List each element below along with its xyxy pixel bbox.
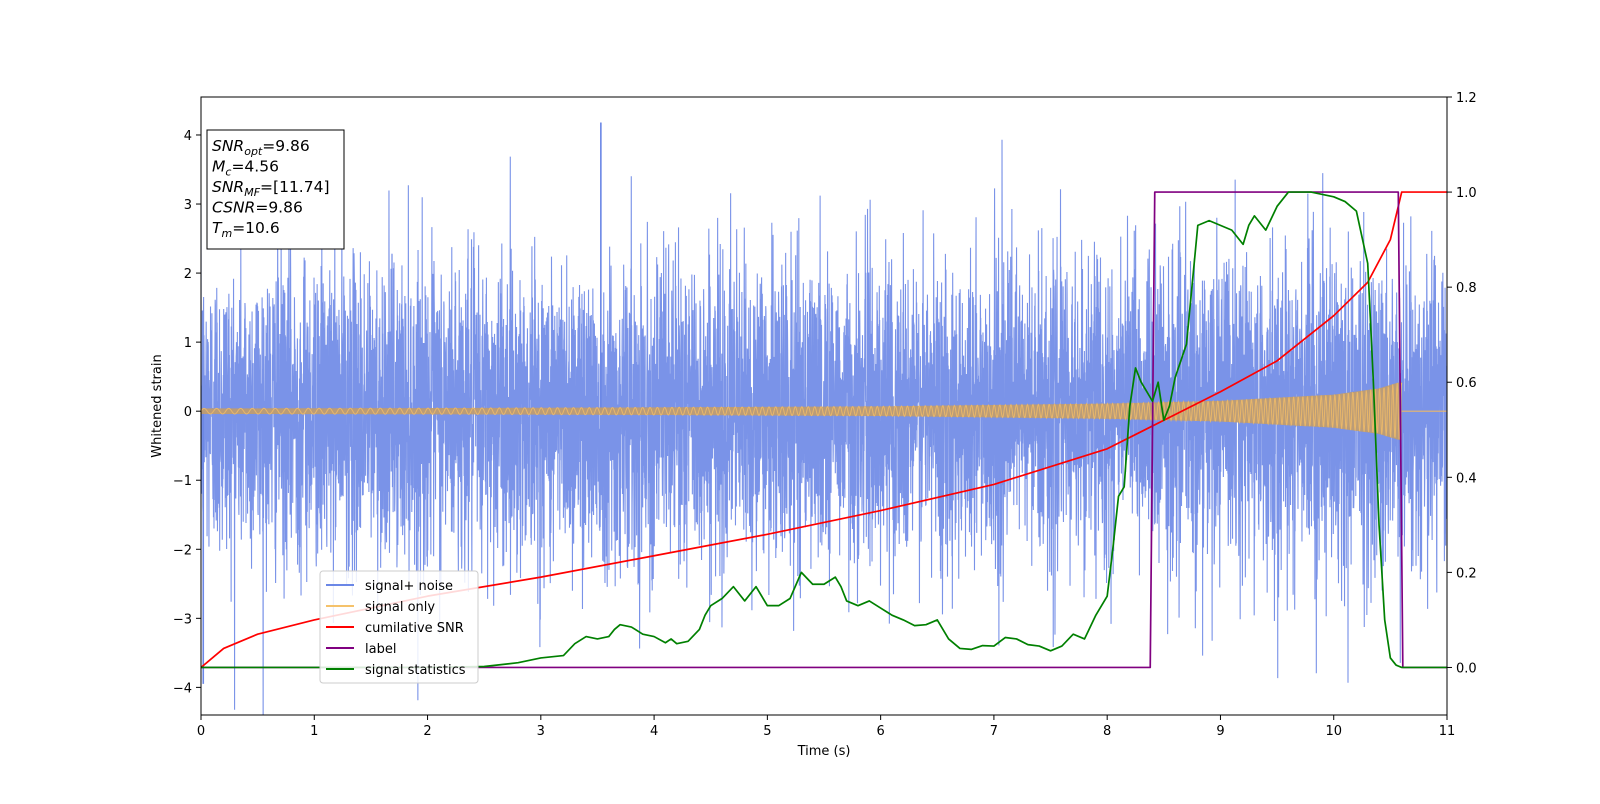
x-tick-label: 0 [197, 724, 205, 739]
x-tick-label: 6 [876, 724, 884, 739]
right-y-tick-label: 0.4 [1456, 471, 1477, 486]
right-y-tick-label: 0.8 [1456, 281, 1477, 296]
stats-box-frame [206, 129, 345, 250]
left-y-tick-label: −1 [173, 474, 192, 489]
x-axis: 0 1 2 3 4 5 6 7 8 9 10 11 [197, 715, 1455, 739]
left-y-tick-label: 2 [184, 267, 192, 282]
right-y-tick-label: 0.6 [1456, 376, 1477, 391]
x-tick-label: 9 [1216, 724, 1224, 739]
legend-frame [319, 570, 479, 684]
y-axis-title: Whitened strain [150, 354, 165, 457]
stats-annotation-box: SNRopt=9.86Mc=4.56SNRMF=[11.74]CSNR=9.86… [206, 129, 345, 250]
stats-line: CSNR=9.86 [212, 199, 303, 217]
signal-only-envelope [201, 382, 1402, 441]
right-y-tick-label: 1.0 [1456, 186, 1477, 201]
signal-statistics-line [201, 191, 1447, 669]
legend: signal+ noise signal only cumilative SNR la… [319, 570, 479, 684]
plot-frame [200, 96, 1448, 716]
x-tick-label: 4 [650, 724, 658, 739]
x-tick-label: 3 [537, 724, 545, 739]
x-tick-label: 8 [1103, 724, 1111, 739]
x-tick-label: 7 [990, 724, 998, 739]
stats-line: SNRMF=[11.74] [212, 178, 330, 199]
x-axis-title: Time (s) [797, 744, 851, 759]
x-tick-label: 11 [1439, 724, 1456, 739]
legend-label: signal+ noise [365, 579, 453, 594]
legend-label: signal statistics [365, 663, 466, 678]
signal-noise-line [201, 139, 1447, 715]
x-tick-label: 2 [423, 724, 431, 739]
right-y-axis: 0.0 0.2 0.4 0.6 0.8 1.0 1.2 [1447, 91, 1477, 676]
legend-label: signal only [365, 600, 435, 615]
left-y-tick-label: 0 [184, 405, 192, 420]
stats-line: Tm=10.6 [212, 219, 280, 240]
left-y-axis: −4 −3 −2 −1 0 1 2 3 4 [173, 129, 201, 696]
stats-line: Mc=4.56 [212, 158, 279, 179]
left-y-tick-label: −4 [173, 681, 192, 696]
left-y-tick-label: −2 [173, 543, 192, 558]
signal-only-line [201, 382, 1403, 440]
legend-label: cumilative SNR [365, 621, 464, 636]
left-y-tick-label: 4 [184, 129, 192, 144]
signal-only-series [201, 382, 1447, 441]
legend-label: label [365, 642, 396, 657]
right-y-tick-label: 0.2 [1456, 566, 1477, 581]
right-axis-series [201, 191, 1447, 669]
left-y-tick-label: −3 [173, 612, 192, 627]
stats-line: SNRopt=9.86 [212, 137, 310, 158]
cumilative-snr-line [201, 191, 1447, 669]
signal-noise-series [201, 122, 1447, 715]
left-y-tick-label: 1 [184, 336, 192, 351]
left-y-tick-label: 3 [184, 198, 192, 213]
x-tick-label: 5 [763, 724, 771, 739]
right-y-tick-label: 1.2 [1456, 91, 1477, 106]
x-tick-label: 1 [310, 724, 318, 739]
x-tick-label: 10 [1325, 724, 1342, 739]
right-y-tick-label: 0.0 [1456, 661, 1477, 676]
